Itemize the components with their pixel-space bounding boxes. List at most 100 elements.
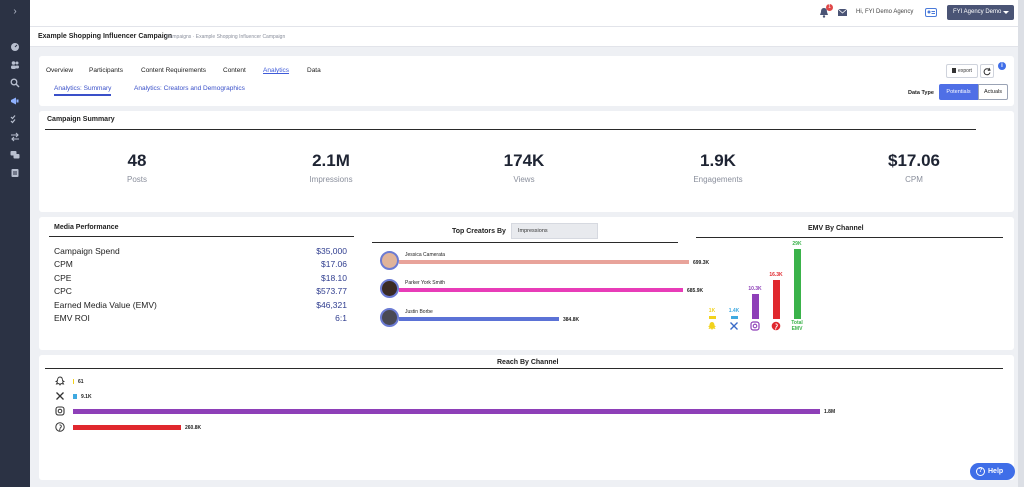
emv-value: 1.4K (728, 308, 740, 314)
reach-bar (73, 409, 820, 414)
metric-label: Impressions (309, 175, 353, 184)
question-icon: ? (976, 467, 985, 476)
metric-posts: 48 Posts (77, 151, 197, 184)
info-icon[interactable]: i (998, 62, 1006, 70)
campaign-summary-card: Campaign Summary 48 Posts 2.1M Impressio… (39, 111, 1014, 212)
caret-down-icon (1003, 11, 1009, 14)
user-greeting[interactable]: Hi, FYI Demo Agency (856, 9, 914, 15)
megaphone-icon[interactable] (9, 96, 21, 108)
agency-dropdown[interactable]: FYI Agency Demo (947, 5, 1014, 20)
emv-value: 1K (708, 308, 716, 314)
perf-label: EMV ROI (54, 313, 90, 323)
perf-value: $35,000 (316, 246, 347, 256)
chat-icon[interactable] (9, 150, 21, 162)
reach-bar (73, 425, 181, 430)
metric-value: 174K (503, 151, 545, 170)
tab-content[interactable]: Content (223, 67, 246, 74)
breadcrumb[interactable]: Campaigns · Example Shopping Influencer … (166, 34, 286, 40)
perf-value: $17.06 (321, 259, 347, 269)
metric-label: Posts (126, 175, 147, 184)
tab-overview[interactable]: Overview (46, 67, 74, 74)
expand-icon[interactable]: › (13, 6, 17, 17)
metric-engagements: 1.9K Engagements (658, 151, 778, 184)
perf-row-emv-roi: EMV ROI 6:1 (54, 313, 347, 323)
dashboard-icon[interactable] (9, 42, 21, 54)
notification-badge: 1 (826, 4, 833, 11)
media-performance-title: Media Performance (54, 224, 119, 231)
creator-avatar[interactable] (380, 251, 399, 270)
tab-content-requirements[interactable]: Content Requirements (141, 67, 207, 74)
scrollbar[interactable] (1018, 0, 1024, 487)
emv-bar (752, 294, 759, 319)
metric-label: CPM (905, 175, 923, 184)
actuals-toggle[interactable]: Actuals (978, 84, 1008, 100)
search-icon[interactable] (9, 78, 21, 90)
creator-name: Justin Borbe (405, 309, 433, 315)
perf-row-emv: Earned Media Value (EMV) $46,321 (54, 300, 347, 310)
instagram-icon (750, 321, 760, 331)
perf-value: $18.10 (321, 273, 347, 283)
reach-by-channel-title: Reach By Channel (497, 359, 559, 366)
data-type-label: Data Type (908, 90, 934, 96)
tab-analytics[interactable]: Analytics (263, 67, 290, 74)
reach-value: 9.1K (81, 394, 92, 400)
perf-label: Campaign Spend (54, 246, 120, 256)
perf-row-cpc: CPC $573.77 (54, 286, 347, 296)
x-icon (730, 322, 738, 330)
top-creators-select[interactable]: Impressions (511, 223, 598, 239)
perf-row-spend: Campaign Spend $35,000 (54, 246, 347, 256)
creator-bar (399, 260, 689, 264)
metric-cpm: $17.06 CPM (854, 151, 974, 184)
subtab-creators-demographics[interactable]: Analytics: Creators and Demographics (134, 85, 245, 92)
metric-value: $17.06 (888, 151, 940, 170)
reach-bar (73, 394, 77, 399)
perf-label: CPC (54, 286, 72, 296)
creator-avatar[interactable] (380, 308, 399, 327)
metric-value: 1.9K (700, 151, 736, 170)
refresh-button[interactable] (980, 64, 994, 78)
creator-value: 384.8K (563, 317, 580, 323)
top-creators-title: Top Creators By (452, 228, 506, 235)
help-label: Help (988, 468, 1004, 475)
creator-name: Parker York Smith (405, 280, 446, 286)
pinterest-icon (771, 321, 781, 331)
checklist-icon[interactable] (9, 114, 21, 126)
export-button[interactable]: export (946, 64, 978, 78)
perf-value: $46,321 (316, 300, 347, 310)
divider (45, 368, 1003, 369)
divider (696, 237, 1003, 238)
help-button[interactable]: ? Help (970, 463, 1015, 480)
reach-bar (73, 379, 74, 384)
emv-bar (773, 280, 780, 319)
perf-label: CPE (54, 273, 72, 283)
perf-label: Earned Media Value (EMV) (54, 300, 157, 310)
metric-views: 174K Views (464, 151, 584, 184)
snapchat-icon (55, 376, 65, 386)
file-icon (952, 68, 957, 74)
creator-bar (399, 288, 683, 292)
switch-agency-icon[interactable] (925, 8, 937, 17)
tabs-card: Overview Participants Content Requiremen… (39, 56, 1014, 106)
transfer-icon[interactable] (9, 132, 21, 144)
reach-value: 61 (78, 379, 84, 385)
campaign-summary-title: Campaign Summary (47, 116, 115, 123)
users-icon[interactable] (9, 60, 21, 72)
creator-value: 685.9K (687, 288, 704, 294)
mail-icon[interactable] (838, 9, 847, 16)
document-icon[interactable] (9, 168, 21, 180)
export-label: export (958, 68, 972, 74)
subtab-analytics-summary[interactable]: Analytics: Summary (54, 85, 112, 96)
creator-name: Jessica Camerata (405, 252, 446, 258)
divider (49, 236, 354, 237)
emv-value: 29K (792, 241, 802, 247)
creator-bar (399, 317, 559, 321)
tab-data[interactable]: Data (307, 67, 321, 74)
emv-by-channel-title: EMV By Channel (808, 225, 864, 232)
page-title: Example Shopping Influencer Campaign (38, 33, 173, 40)
agency-dropdown-label: FYI Agency Demo (953, 9, 1002, 15)
emv-bar (794, 249, 801, 319)
tab-participants[interactable]: Participants (89, 67, 123, 74)
creator-avatar[interactable] (380, 279, 399, 298)
page-header: Example Shopping Influencer Campaign Cam… (30, 27, 1018, 47)
potentials-toggle[interactable]: Potentials (939, 84, 978, 100)
